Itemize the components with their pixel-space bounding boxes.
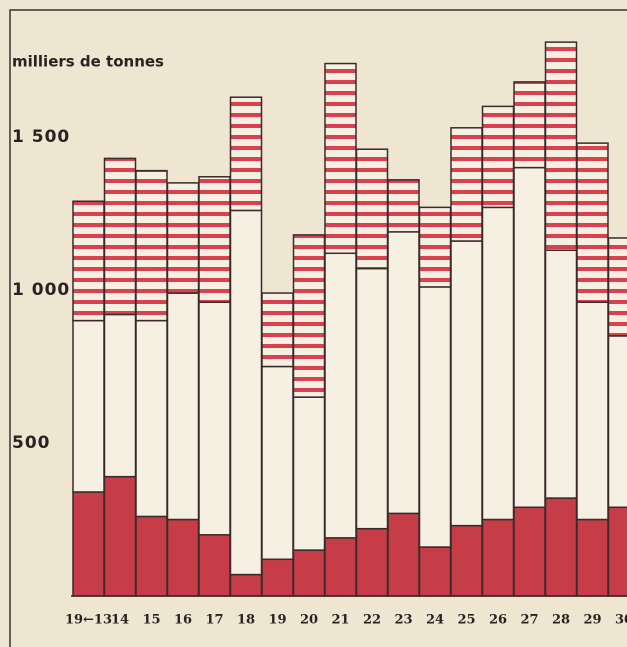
bar-segment (576, 301, 609, 521)
x-tick-label: 30 (615, 613, 627, 628)
bar-segment (324, 252, 357, 539)
bar-segment (135, 515, 168, 597)
x-tick-label: 19 (268, 613, 286, 628)
x-tick-label: 22 (363, 613, 381, 628)
x-tick-label: 15 (142, 613, 160, 628)
bar-segment (198, 534, 231, 597)
x-tick-label: 24 (426, 613, 444, 628)
bar-segment (418, 546, 452, 597)
bar-segment (355, 267, 389, 530)
x-tick-label: 20 (300, 613, 318, 628)
bar-segment (229, 209, 263, 576)
bar-segment (418, 206, 452, 288)
bar-segment (292, 396, 326, 551)
bar-segment (481, 105, 515, 209)
bar-segment (324, 537, 357, 597)
bar-segment (450, 524, 483, 597)
bar-segment (387, 231, 420, 515)
bar-segment (355, 527, 389, 597)
bar-segment (198, 176, 231, 303)
bar-segment (387, 512, 420, 597)
x-tick-label: 29 (583, 613, 601, 628)
x-tick-label: 26 (489, 613, 507, 628)
bar-segment (166, 292, 200, 521)
y-tick-label: 1 500 (12, 127, 70, 147)
bar-segment (292, 234, 326, 398)
bar-segment (103, 475, 137, 597)
x-tick-label: 23 (394, 613, 412, 628)
bar-segment (166, 182, 200, 294)
bar-segment (513, 81, 546, 169)
y-tick-label: 500 (12, 433, 51, 453)
bar-segment (607, 506, 627, 597)
bar-segment (166, 518, 200, 597)
x-tick-label: 27 (520, 613, 538, 628)
bar-segment (103, 157, 137, 316)
bar-segment (261, 365, 294, 561)
bar-segment (135, 319, 168, 518)
bar-segment (261, 292, 294, 368)
x-tick-label: 14 (111, 613, 129, 628)
bar-segment (103, 313, 137, 478)
x-tick-label: 16 (174, 613, 192, 628)
bar-segment (513, 506, 546, 597)
bar-segment (292, 549, 326, 597)
bar-segment (261, 558, 294, 597)
bar-segment (481, 206, 515, 521)
bar-segment (450, 240, 483, 527)
bar-segment (607, 237, 627, 337)
bar-segment (72, 319, 105, 493)
bar-segment (324, 62, 357, 255)
y-axis-label: milliers de tonnes (12, 53, 164, 71)
bar-segment (72, 200, 105, 322)
bar-segment (607, 335, 627, 509)
bar-segment (355, 148, 389, 270)
bar-segment (481, 518, 515, 597)
bar-segment (544, 41, 578, 251)
bar-segment (513, 166, 546, 509)
bar-segment (198, 301, 231, 536)
x-tick-label: 18 (237, 613, 255, 628)
x-tick-label: 25 (457, 613, 475, 628)
bar-segment (450, 127, 483, 242)
y-tick-label: 1 000 (12, 280, 70, 300)
bar-segment (135, 169, 168, 322)
x-tick-label: 28 (552, 613, 570, 628)
x-tick-label: 17 (205, 613, 223, 628)
bar-segment (576, 142, 609, 303)
bar-segment (576, 518, 609, 597)
bar-segment (229, 573, 263, 597)
x-tick-label: 19←13 (65, 613, 112, 628)
frame (9, 9, 627, 647)
bar-segment (229, 96, 263, 212)
bar-segment (418, 286, 452, 548)
bar-segment (544, 249, 578, 499)
bar-segment (72, 491, 105, 597)
x-tick-label: 21 (331, 613, 349, 628)
bar-segment (387, 179, 420, 233)
bar-segment (544, 497, 578, 597)
